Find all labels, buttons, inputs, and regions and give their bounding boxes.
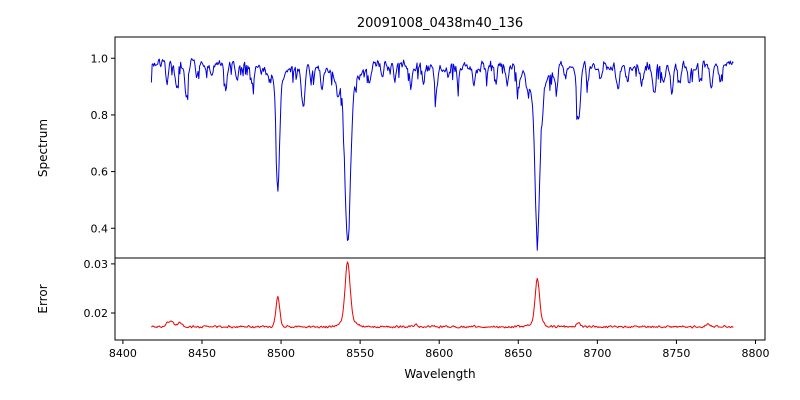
- y-tick-label: 0.8: [91, 109, 109, 122]
- x-tick-label: 8450: [188, 347, 216, 360]
- axis-ticks: 8400 8450 8500 8550 8600 8650 8700 8750 8800 0.4 0…: [84, 52, 770, 360]
- x-tick-label: 8800: [742, 347, 770, 360]
- x-tick-label: 8500: [267, 347, 295, 360]
- x-tick-label: 8550: [346, 347, 374, 360]
- x-tick-label: 8400: [109, 347, 137, 360]
- spectrum-y-axis-label: Spectrum: [36, 119, 50, 177]
- data-series: [150, 58, 734, 329]
- y-tick-label: 0.03: [84, 258, 109, 271]
- axes-frames: [114, 36, 766, 341]
- chart-title: 20091008_0438m40_136: [357, 16, 523, 31]
- x-tick-label: 8650: [504, 347, 532, 360]
- y-tick-label: 0.6: [91, 166, 109, 179]
- error-line: [151, 261, 734, 329]
- spectrum-panel-frame: [114, 36, 766, 259]
- y-tick-label: 0.4: [91, 222, 109, 235]
- error-y-axis-label: Error: [36, 284, 50, 313]
- y-tick-label: 0.02: [84, 307, 109, 320]
- x-tick-label: 8750: [662, 347, 690, 360]
- x-tick-label: 8700: [583, 347, 611, 360]
- x-tick-label: 8600: [425, 347, 453, 360]
- x-axis-label: Wavelength: [404, 367, 475, 381]
- spectrum-line: [150, 58, 734, 251]
- error-panel-frame: [114, 257, 766, 341]
- y-tick-label: 1.0: [91, 52, 109, 65]
